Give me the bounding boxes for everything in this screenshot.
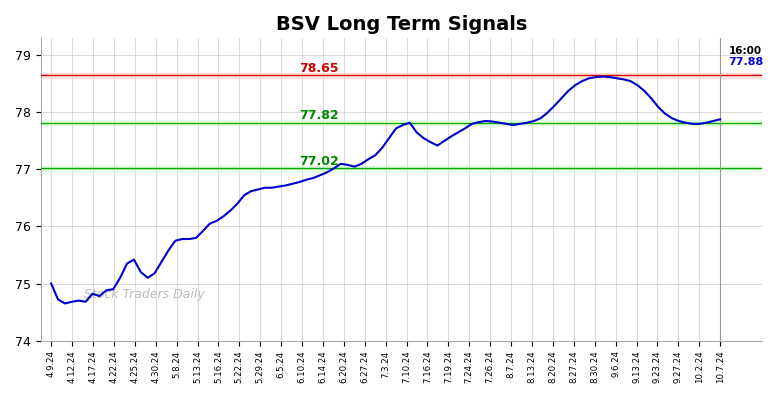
Title: BSV Long Term Signals: BSV Long Term Signals — [276, 15, 527, 34]
Text: 16:00: 16:00 — [728, 46, 761, 56]
Bar — [41, 73, 762, 78]
Text: 77.02: 77.02 — [299, 155, 339, 168]
Text: 78.65: 78.65 — [299, 62, 339, 75]
Text: Stock Traders Daily: Stock Traders Daily — [84, 288, 205, 301]
Text: 77.88: 77.88 — [728, 57, 764, 67]
Text: 77.82: 77.82 — [299, 109, 339, 122]
Bar — [41, 166, 762, 171]
Bar — [41, 121, 762, 125]
